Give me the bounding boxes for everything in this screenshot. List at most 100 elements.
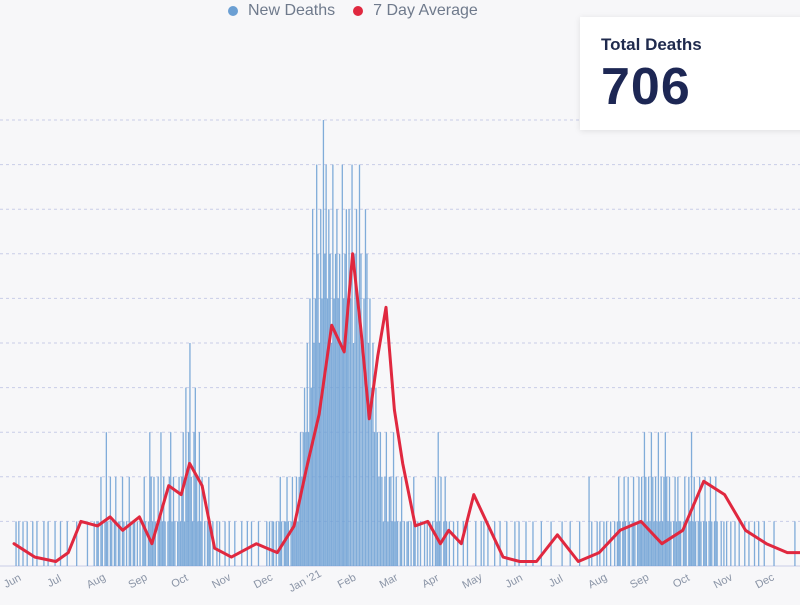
x-tick-label: Sep [127,571,150,591]
new-deaths-bar [18,521,20,566]
legend-item-7-day-average[interactable]: 7 Day Average [353,2,478,20]
new-deaths-bar [47,521,49,566]
new-deaths-bar [628,521,631,566]
new-deaths-bar [646,521,648,566]
new-deaths-bar [381,476,383,566]
new-deaths-bar [794,521,796,566]
new-deaths-bar [483,521,485,566]
new-deaths-bar [178,476,180,566]
new-deaths-bar [616,521,619,566]
new-deaths-bar [66,521,68,566]
x-tick-label: Feb [336,572,358,592]
new-deaths-bar [134,521,136,566]
new-deaths-bar [631,521,633,566]
new-deaths-bar [337,298,339,566]
x-tick-label: Oct [169,572,190,591]
new-deaths-bar [693,476,695,566]
x-tick-label: Jul [547,573,565,590]
new-deaths-bar [271,521,273,566]
new-deaths-bar [678,521,680,566]
new-deaths-bar [649,521,651,566]
x-tick-label: Jul [45,573,63,590]
new-deaths-bar [429,521,431,566]
new-deaths-bar [596,521,598,566]
new-deaths-bar [753,521,756,566]
new-deaths-bar [494,521,496,566]
new-deaths-bar [452,521,455,566]
new-deaths-bar [171,521,173,566]
new-deaths-bar [711,521,713,566]
new-deaths-bar [639,521,641,566]
new-deaths-bar [434,476,437,566]
legend-item-new-deaths[interactable]: New Deaths [228,2,335,20]
new-deaths-bar [645,476,647,566]
new-deaths-bar [634,521,636,566]
new-deaths-bar [104,521,106,566]
legend-dot-new-deaths [228,6,238,16]
new-deaths-bar [480,521,482,566]
new-deaths-bar [117,521,120,566]
x-tick-label: Aug [586,571,609,591]
new-deaths-bar [349,298,352,566]
new-deaths-bar [697,521,699,566]
new-deaths-bar [518,521,520,566]
new-deaths-bar [680,521,682,566]
new-deaths-bar [355,209,358,566]
x-tick-label: Aug [85,571,108,591]
new-deaths-bar [154,521,157,566]
grid-lines [0,119,800,567]
new-deaths-bar [532,521,534,566]
new-deaths-bar [332,164,334,566]
new-deaths-bar [287,521,290,566]
new-deaths-bar [354,253,356,567]
new-deaths-bar [375,387,377,566]
legend-dot-7-day-average [353,6,364,16]
new-deaths-bar [385,432,388,566]
new-deaths-bar [360,253,362,567]
new-deaths-bar [667,521,669,566]
new-deaths-bar [632,476,635,566]
new-deaths-bar [86,521,89,566]
new-deaths-bar [128,476,130,566]
new-deaths-bar [591,521,593,566]
new-deaths-bar [700,521,702,566]
new-deaths-bar [392,432,395,566]
new-deaths-bar [179,521,182,566]
new-deaths-bar [158,521,161,566]
new-deaths-bar [643,432,646,566]
new-deaths-bar [689,521,691,566]
new-deaths-bar [328,209,330,566]
new-deaths-bar [487,521,489,566]
new-deaths-bar [475,521,477,566]
new-deaths-bar [426,521,428,566]
new-deaths-bar [54,521,56,566]
new-deaths-bar [744,521,746,566]
new-deaths-bar [673,521,675,566]
new-deaths-bar [336,209,338,566]
new-deaths-bar [201,476,203,566]
new-deaths-bar [168,476,170,566]
new-deaths-bar [341,164,343,566]
new-deaths-bar [414,521,416,566]
new-deaths-bar [668,476,671,566]
new-deaths-bar [448,521,451,566]
new-deaths-bar [382,521,385,566]
new-deaths-bar [636,521,639,566]
new-deaths-bar [241,521,243,566]
x-tick-label: Jun [2,572,23,591]
new-deaths-bar [361,343,364,566]
x-tick-label: Dec [754,571,777,591]
new-deaths-bar [660,476,662,566]
new-deaths-bar [309,298,311,566]
new-deaths-bar [298,476,300,566]
new-deaths-bar [26,521,28,566]
legend-label-new-deaths: New Deaths [248,2,336,19]
new-deaths-bar [403,521,405,566]
new-deaths-bar [196,476,198,566]
new-deaths-bar [423,521,426,566]
new-deaths-bar [690,432,693,566]
new-deaths-bar [614,521,616,566]
new-deaths-bar [656,521,658,566]
new-deaths-bar [194,387,196,566]
